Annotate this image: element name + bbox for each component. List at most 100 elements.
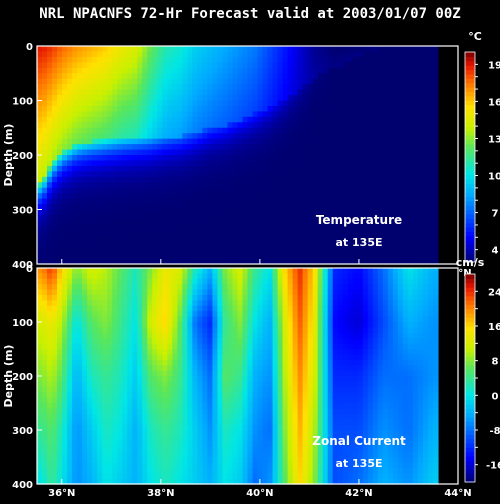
heatmap-cell <box>202 57 208 63</box>
heatmap-cell <box>227 106 233 112</box>
heatmap-cell <box>212 403 218 409</box>
heatmap-cell <box>232 414 238 420</box>
heatmap-cell <box>142 139 148 145</box>
heatmap-cell <box>197 193 203 199</box>
heatmap-cell <box>207 193 213 199</box>
heatmap-cell <box>152 90 158 96</box>
heatmap-cell <box>117 322 123 328</box>
heatmap-cell <box>177 188 183 194</box>
heatmap-cell <box>217 188 223 194</box>
heatmap-cell <box>47 111 53 117</box>
heatmap-cell <box>328 68 334 74</box>
heatmap-cell <box>137 155 143 161</box>
heatmap-cell <box>102 220 108 226</box>
heatmap-cell <box>162 398 168 404</box>
heatmap-cell <box>87 101 93 107</box>
heatmap-cell <box>82 182 88 188</box>
heatmap-cell <box>268 122 274 128</box>
heatmap-cell <box>192 473 198 479</box>
heatmap-cell <box>253 122 259 128</box>
heatmap-cell <box>112 95 118 101</box>
heatmap-cell <box>413 106 419 112</box>
heatmap-cell <box>122 435 128 441</box>
heatmap-cell <box>92 306 98 312</box>
heatmap-cell <box>112 193 118 199</box>
heatmap-cell <box>408 204 414 210</box>
heatmap-cell <box>87 468 93 474</box>
heatmap-cell <box>127 79 133 85</box>
heatmap-cell <box>308 90 314 96</box>
heatmap-cell <box>117 182 123 188</box>
heatmap-cell <box>408 231 414 237</box>
heatmap-cell <box>127 73 133 79</box>
heatmap-cell <box>187 155 193 161</box>
heatmap-cell <box>222 122 228 128</box>
heatmap-cell <box>117 457 123 463</box>
heatmap-cell <box>122 248 128 254</box>
heatmap-cell <box>92 446 98 452</box>
heatmap-cell <box>167 237 173 243</box>
heatmap-cell <box>97 435 103 441</box>
heatmap-cell <box>132 199 138 205</box>
heatmap-cell <box>293 177 299 183</box>
heatmap-cell <box>167 122 173 128</box>
heatmap-cell <box>273 51 279 57</box>
heatmap-cell <box>122 111 128 117</box>
heatmap-cell <box>197 430 203 436</box>
heatmap-cell <box>137 57 143 63</box>
heatmap-cell <box>77 392 83 398</box>
heatmap-cell <box>127 182 133 188</box>
heatmap-cell <box>37 338 43 344</box>
heatmap-cell <box>77 188 83 194</box>
heatmap-cell <box>92 220 98 226</box>
heatmap-cell <box>418 139 424 145</box>
heatmap-cell <box>298 57 304 63</box>
heatmap-cell <box>47 333 53 339</box>
heatmap-cell <box>47 166 53 172</box>
heatmap-cell <box>117 360 123 366</box>
heatmap-cell <box>212 177 218 183</box>
heatmap-cell <box>102 57 108 63</box>
heatmap-cell <box>328 84 334 90</box>
heatmap-cell <box>82 268 88 274</box>
heatmap-cell <box>177 242 183 248</box>
heatmap-cell <box>428 68 434 74</box>
heatmap-cell <box>177 79 183 85</box>
heatmap-cell <box>242 253 248 259</box>
heatmap-cell <box>318 46 324 52</box>
heatmap-cell <box>52 231 58 237</box>
heatmap-cell <box>137 317 143 323</box>
heatmap-cell <box>122 62 128 68</box>
heatmap-cell <box>77 381 83 387</box>
heatmap-cell <box>268 188 274 194</box>
heatmap-cell <box>52 90 58 96</box>
heatmap-cell <box>82 371 88 377</box>
heatmap-cell <box>152 171 158 177</box>
heatmap-cell <box>152 231 158 237</box>
heatmap-cell <box>343 90 349 96</box>
heatmap-cell <box>303 90 309 96</box>
colorbar-segment <box>465 223 475 228</box>
heatmap-cell <box>107 403 113 409</box>
heatmap-cell <box>323 166 329 172</box>
heatmap-cell <box>137 430 143 436</box>
heatmap-cell <box>182 231 188 237</box>
heatmap-cell <box>328 193 334 199</box>
heatmap-cell <box>182 155 188 161</box>
heatmap-cell <box>82 435 88 441</box>
heatmap-cell <box>112 333 118 339</box>
heatmap-cell <box>92 51 98 57</box>
heatmap-cell <box>37 128 43 134</box>
heatmap-cell <box>212 441 218 447</box>
heatmap-cell <box>207 237 213 243</box>
heatmap-cell <box>122 349 128 355</box>
heatmap-cell <box>42 248 48 254</box>
heatmap-cell <box>72 253 78 259</box>
heatmap-cell <box>117 226 123 232</box>
heatmap-cell <box>343 160 349 166</box>
heatmap-cell <box>227 182 233 188</box>
heatmap-cell <box>137 79 143 85</box>
heatmap-cell <box>67 435 73 441</box>
heatmap-cell <box>283 160 289 166</box>
heatmap-cell <box>127 155 133 161</box>
